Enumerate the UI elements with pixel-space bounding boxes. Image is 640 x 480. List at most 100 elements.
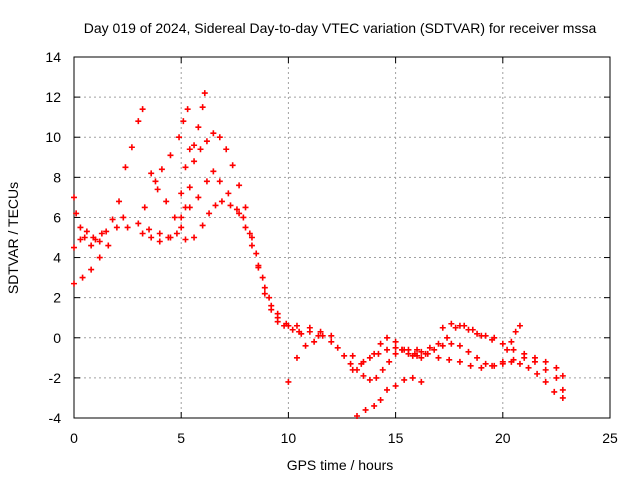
data-point [186, 146, 193, 153]
chart-title: Day 019 of 2024, Sidereal Day-to-day VTE… [84, 20, 597, 36]
data-point [379, 366, 386, 373]
y-tick-label: 8 [53, 169, 61, 185]
y-tick-label: 12 [45, 89, 61, 105]
data-point [223, 146, 230, 153]
data-point [474, 354, 481, 361]
series-satellite-track-8 [152, 106, 191, 185]
series-satellite-track-7 [178, 90, 208, 197]
data-point [109, 216, 116, 223]
data-point [163, 198, 170, 205]
data-point [328, 332, 335, 339]
data-point [266, 294, 273, 301]
data-point [516, 360, 523, 367]
data-point [512, 328, 519, 335]
data-point [139, 230, 146, 237]
data-point [180, 118, 187, 125]
data-point [360, 372, 367, 379]
data-point [135, 220, 142, 227]
data-point [435, 354, 442, 361]
series-satellite-track-6 [139, 198, 335, 339]
data-point [203, 178, 210, 185]
data-point [478, 364, 485, 371]
data-point [373, 374, 380, 381]
data-point [116, 198, 123, 205]
data-point [551, 388, 558, 395]
series-satellite-track-4 [124, 130, 322, 339]
data-point [456, 358, 463, 365]
data-point [296, 328, 303, 335]
data-point [178, 214, 185, 221]
data-point [392, 344, 399, 351]
x-tick-label: 10 [281, 430, 297, 446]
data-point [525, 364, 532, 371]
data-point [191, 158, 198, 165]
data-point [444, 334, 451, 341]
data-point [553, 374, 560, 381]
data-point [246, 230, 253, 237]
data-point [268, 302, 275, 309]
data-point [83, 228, 90, 235]
data-point [482, 332, 489, 339]
data-point [158, 166, 165, 173]
data-point [328, 338, 335, 345]
y-tick-label: 0 [53, 330, 61, 346]
data-point [448, 340, 455, 347]
y-tick-label: -2 [49, 370, 62, 386]
data-point [191, 142, 198, 149]
data-point [210, 130, 217, 137]
x-tick-label: 20 [495, 430, 511, 446]
data-point [371, 350, 378, 357]
series-satellite-track-10 [349, 340, 566, 401]
data-point [508, 338, 515, 345]
data-point [201, 90, 208, 97]
data-point [103, 228, 110, 235]
y-tick-label: 6 [53, 209, 61, 225]
data-point [386, 358, 393, 365]
data-point [92, 236, 99, 243]
data-point [362, 406, 369, 413]
data-point [306, 324, 313, 331]
data-point [152, 178, 159, 185]
data-point [135, 118, 142, 125]
data-point [360, 358, 367, 365]
data-point [293, 322, 300, 329]
y-axis-label: SDTVAR / TECUs [5, 182, 21, 294]
data-point [122, 164, 129, 171]
data-point [197, 146, 204, 153]
data-point [435, 340, 442, 347]
data-point [366, 376, 373, 383]
y-tick-label: 10 [45, 129, 61, 145]
data-point [184, 106, 191, 113]
data-point [88, 266, 95, 273]
data-point [384, 386, 391, 393]
data-point [216, 134, 223, 141]
series-satellite-track-13 [414, 346, 566, 393]
data-point [467, 362, 474, 369]
data-point [210, 168, 217, 175]
data-point [542, 358, 549, 365]
data-point [77, 224, 84, 231]
data-point [349, 366, 356, 373]
data-point [439, 342, 446, 349]
data-point [225, 190, 232, 197]
data-point [141, 204, 148, 211]
data-point [96, 238, 103, 245]
data-point [456, 322, 463, 329]
data-point [392, 382, 399, 389]
data-point [559, 386, 566, 393]
data-point [88, 242, 95, 249]
data-point [71, 244, 77, 251]
data-point [191, 234, 198, 241]
data-point [319, 332, 326, 339]
data-point [418, 378, 425, 385]
data-point [227, 202, 234, 209]
data-point [289, 326, 296, 333]
data-point [418, 354, 425, 361]
data-point [510, 356, 517, 363]
data-point [71, 280, 77, 287]
data-point [139, 106, 146, 113]
data-point [302, 342, 309, 349]
x-tick-label: 15 [388, 430, 404, 446]
